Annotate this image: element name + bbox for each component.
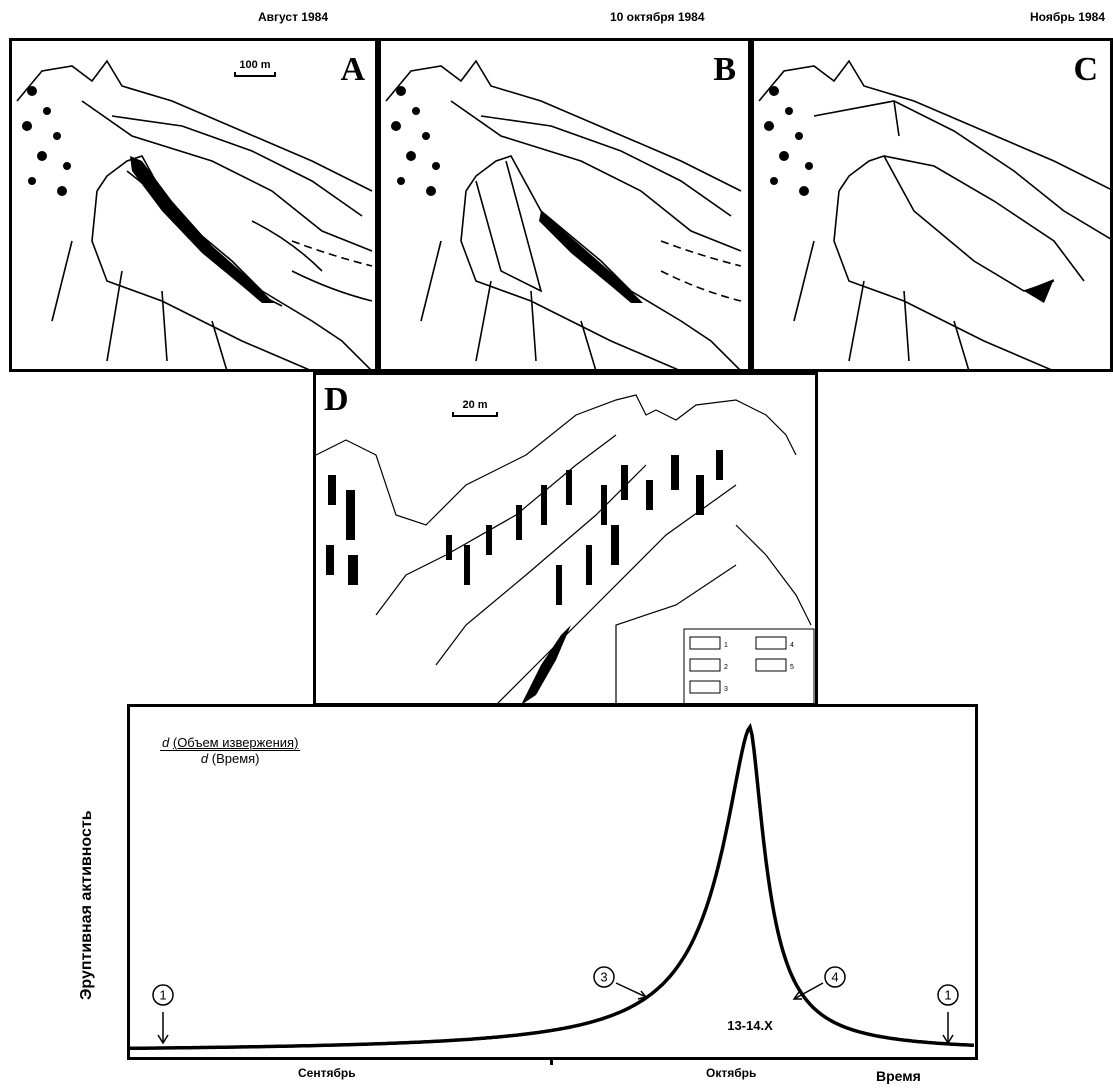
panel-a-letter: A (340, 51, 365, 88)
marker-1-end-label: 1 (944, 988, 951, 1003)
panel-a: A 100 m (9, 38, 378, 372)
header-november: Ноябрь 1984 (1030, 10, 1105, 24)
panel-c-letter: C (1073, 51, 1098, 88)
marker-1-end-circle (937, 984, 959, 1006)
formula-numerator: d (Объем извержения) (160, 735, 301, 751)
x-axis-label: Время (876, 1068, 921, 1084)
rate-formula: d (Объем извержения) d (Время) (160, 735, 301, 766)
marker-4-arrow (793, 982, 824, 1000)
marker-3-circle (593, 966, 615, 988)
x-tick-september: Сентябрь (298, 1066, 356, 1080)
panel-d-letter: D (324, 381, 349, 418)
marker-1-start-arrowhead (157, 1034, 169, 1045)
marker-4-arrowhead (792, 991, 802, 1000)
legend-label-2: 2 (724, 664, 728, 671)
panel-c-drawing (758, 59, 1110, 369)
marker-3-label: 3 (600, 970, 607, 985)
panel-c: C (751, 38, 1113, 372)
marker-3-arrow (615, 982, 647, 998)
header-august: Август 1984 (258, 10, 328, 24)
marker-1-start-label: 1 (159, 988, 166, 1003)
panel-b-drawing (385, 59, 742, 369)
panel-d-scale: 20 m (452, 399, 498, 417)
header-october: 10 октября 1984 (610, 10, 705, 24)
panel-b-letter: B (713, 51, 736, 88)
marker-4-circle (824, 966, 846, 988)
legend-label-4: 4 (790, 642, 794, 649)
chart-svg: 1 3 4 1 13-14.X (130, 722, 975, 1051)
panel-a-drawing (16, 59, 373, 369)
activity-curve (130, 722, 975, 1051)
marker-1-end-arrowhead (942, 1034, 954, 1045)
marker-1-start-circle (152, 984, 174, 1006)
panel-b: B (378, 38, 751, 372)
formula-denominator: d (Время) (200, 751, 260, 766)
x-tick-october: Октябрь (706, 1066, 757, 1080)
legend-label-5: 5 (790, 664, 794, 671)
x-tick-mark-mid (550, 1057, 553, 1065)
panel-a-scale: 100 m (234, 59, 276, 77)
marker-4-label: 4 (831, 970, 838, 985)
peak-label: 13-14.X (727, 1018, 773, 1033)
marker-3-arrowhead (637, 990, 648, 1000)
y-axis-label: Эруптивная активность (78, 810, 95, 1000)
panel-d-drawing: 1 2 3 4 5 (316, 394, 815, 703)
legend-label-1: 1 (724, 642, 728, 649)
legend-label-3: 3 (724, 686, 728, 693)
panel-d: 1 2 3 4 5 D 20 m (313, 372, 818, 706)
